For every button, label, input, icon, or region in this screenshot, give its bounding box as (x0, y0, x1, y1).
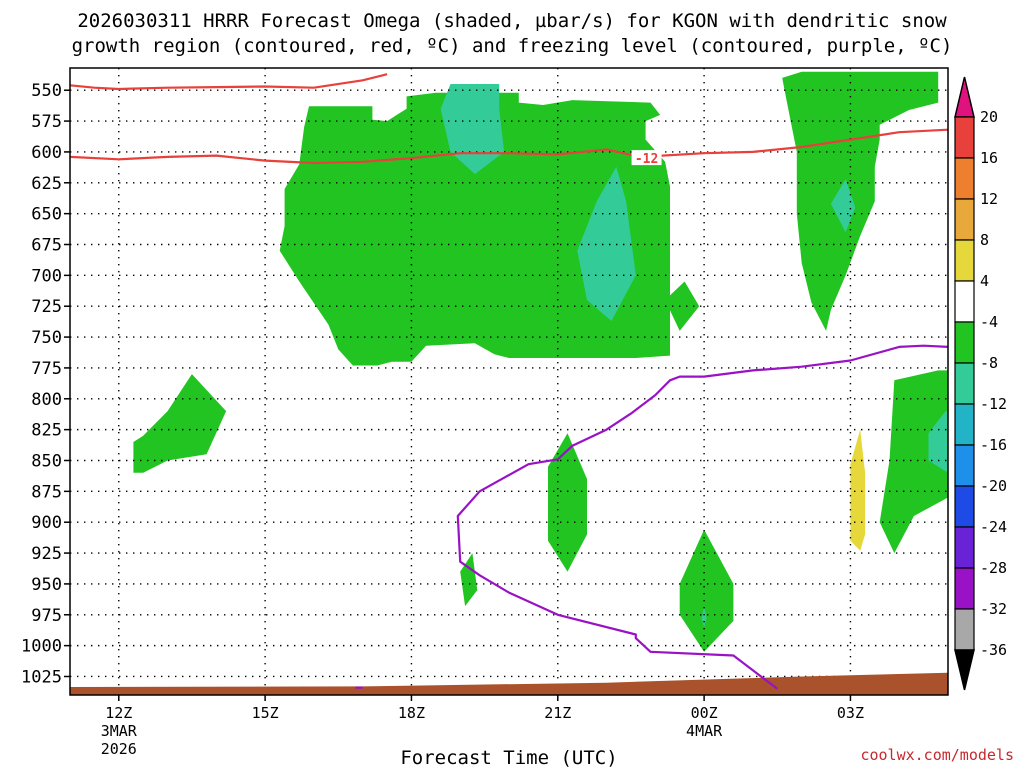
colorbar-tick-label-9: -20 (980, 477, 1007, 495)
y-tick-label-675: 675 (31, 235, 62, 255)
colorbar-swatch-3 (954, 239, 975, 282)
y-tick-label-825: 825 (31, 421, 62, 441)
y-tick-label-1025: 1025 (21, 667, 62, 687)
y-tick-label-850: 850 (31, 451, 62, 471)
dgz-contours: -12 (70, 73, 948, 167)
omega-region-10 (830, 179, 856, 233)
x-tick-date-00Z: 4MAR (686, 722, 723, 740)
x-tick-label-03Z: 03Z (837, 704, 864, 722)
colorbar-swatch-11 (954, 567, 975, 610)
omega-region-11 (701, 606, 707, 628)
x-tick-label-12Z: 12Z (105, 704, 132, 722)
colorbar-tick-label-8: -16 (980, 436, 1007, 454)
y-tick-label-650: 650 (31, 205, 62, 225)
colorbar-tick-label-6: -8 (980, 354, 998, 372)
colorbar-tick-label-5: -4 (980, 313, 998, 331)
y-tick-label-625: 625 (31, 174, 62, 194)
dgz-contour-line-0 (70, 73, 388, 91)
y-tick-label-600: 600 (31, 143, 62, 163)
colorbar: 20 16 12 8 4 -4 -8 -12 -16 -20 -24 -28 -32 -36 (954, 76, 1007, 691)
y-tick-label-775: 775 (31, 359, 62, 379)
colorbar-tick-label-2: 12 (980, 190, 998, 208)
colorbar-swatch-0 (954, 116, 975, 159)
x-tick-label-00Z: 00Z (691, 704, 718, 722)
colorbar-tick-label-0: 20 (980, 108, 998, 126)
colorbar-swatch-4 (954, 280, 975, 323)
colorbar-tick-label-4: 4 (980, 272, 989, 290)
plot-frame (69, 67, 949, 696)
y-tick-label-875: 875 (31, 482, 62, 502)
omega-region-7 (879, 370, 948, 554)
x-tick-date-12Z: 3MAR (101, 722, 138, 740)
omega-region-5 (460, 553, 478, 607)
colorbar-swatch-5 (954, 321, 975, 364)
omega-region-8 (440, 84, 505, 175)
x-axis-title: Forecast Time (UTC) (400, 747, 617, 768)
terrain-surface (70, 672, 948, 695)
dgz-contour-line-1 (70, 128, 948, 165)
colorbar-top-arrow (954, 76, 975, 118)
colorbar-tick-label-1: 16 (980, 149, 998, 167)
dgz-contour-label-bg-1 (631, 150, 662, 166)
y-tick-label-975: 975 (31, 606, 62, 626)
dgz-contour-label-1: -12 (635, 152, 658, 167)
omega-shading (133, 71, 948, 652)
y-tick-label-800: 800 (31, 390, 62, 410)
y-tick-label-725: 725 (31, 297, 62, 317)
colorbar-swatch-6 (954, 362, 975, 405)
freezing-level-contours (355, 344, 948, 690)
colorbar-bottom-arrow (954, 649, 975, 691)
colorbar-swatch-1 (954, 157, 975, 200)
omega-region-12 (928, 411, 948, 473)
omega-region-9 (577, 166, 636, 321)
colorbar-swatch-7 (954, 403, 975, 446)
omega-region-2 (782, 71, 939, 331)
omega-region-1 (665, 281, 700, 331)
y-tick-label-550: 550 (31, 81, 62, 101)
colorbar-swatch-12 (954, 608, 975, 651)
colorbar-tick-label-13: -36 (980, 641, 1007, 659)
x-tick-label-21Z: 21Z (544, 704, 571, 722)
colorbar-tick-label-10: -24 (980, 518, 1007, 536)
omega-region-3 (133, 374, 227, 473)
chart-title-line-1: 2026030311 HRRR Forecast Omega (shaded, … (77, 10, 947, 32)
credit-text: coolwx.com/models (860, 746, 1014, 764)
terrain-fill (70, 672, 948, 695)
x-tick-label-15Z: 15Z (252, 704, 279, 722)
omega-region-6 (679, 529, 734, 652)
x-tick-label-18Z: 18Z (398, 704, 425, 722)
freezing-contour-line-0 (456, 344, 948, 690)
y-tick-label-900: 900 (31, 513, 62, 533)
y-tick-label-575: 575 (31, 112, 62, 132)
colorbar-tick-label-7: -12 (980, 395, 1007, 413)
y-tick-label-700: 700 (31, 266, 62, 286)
colorbar-tick-label-12: -32 (980, 600, 1007, 618)
chart-title-line-2: growth region (contoured, red, ºC) and f… (72, 35, 953, 57)
y-tick-label-950: 950 (31, 575, 62, 595)
y-tick-label-750: 750 (31, 328, 62, 348)
y-tick-label-925: 925 (31, 544, 62, 564)
y-axis: 550 575 600 625 650 675 700 725 750 775 800 825 850 8… (21, 81, 70, 687)
colorbar-swatch-2 (954, 198, 975, 241)
colorbar-swatch-8 (954, 444, 975, 487)
colorbar-swatch-9 (954, 485, 975, 528)
x-tick-year-12Z: 2026 (101, 740, 137, 758)
colorbar-tick-label-3: 8 (980, 231, 989, 249)
colorbar-swatch-10 (954, 526, 975, 569)
colorbar-tick-label-11: -28 (980, 559, 1007, 577)
y-tick-label-1000: 1000 (21, 637, 62, 657)
